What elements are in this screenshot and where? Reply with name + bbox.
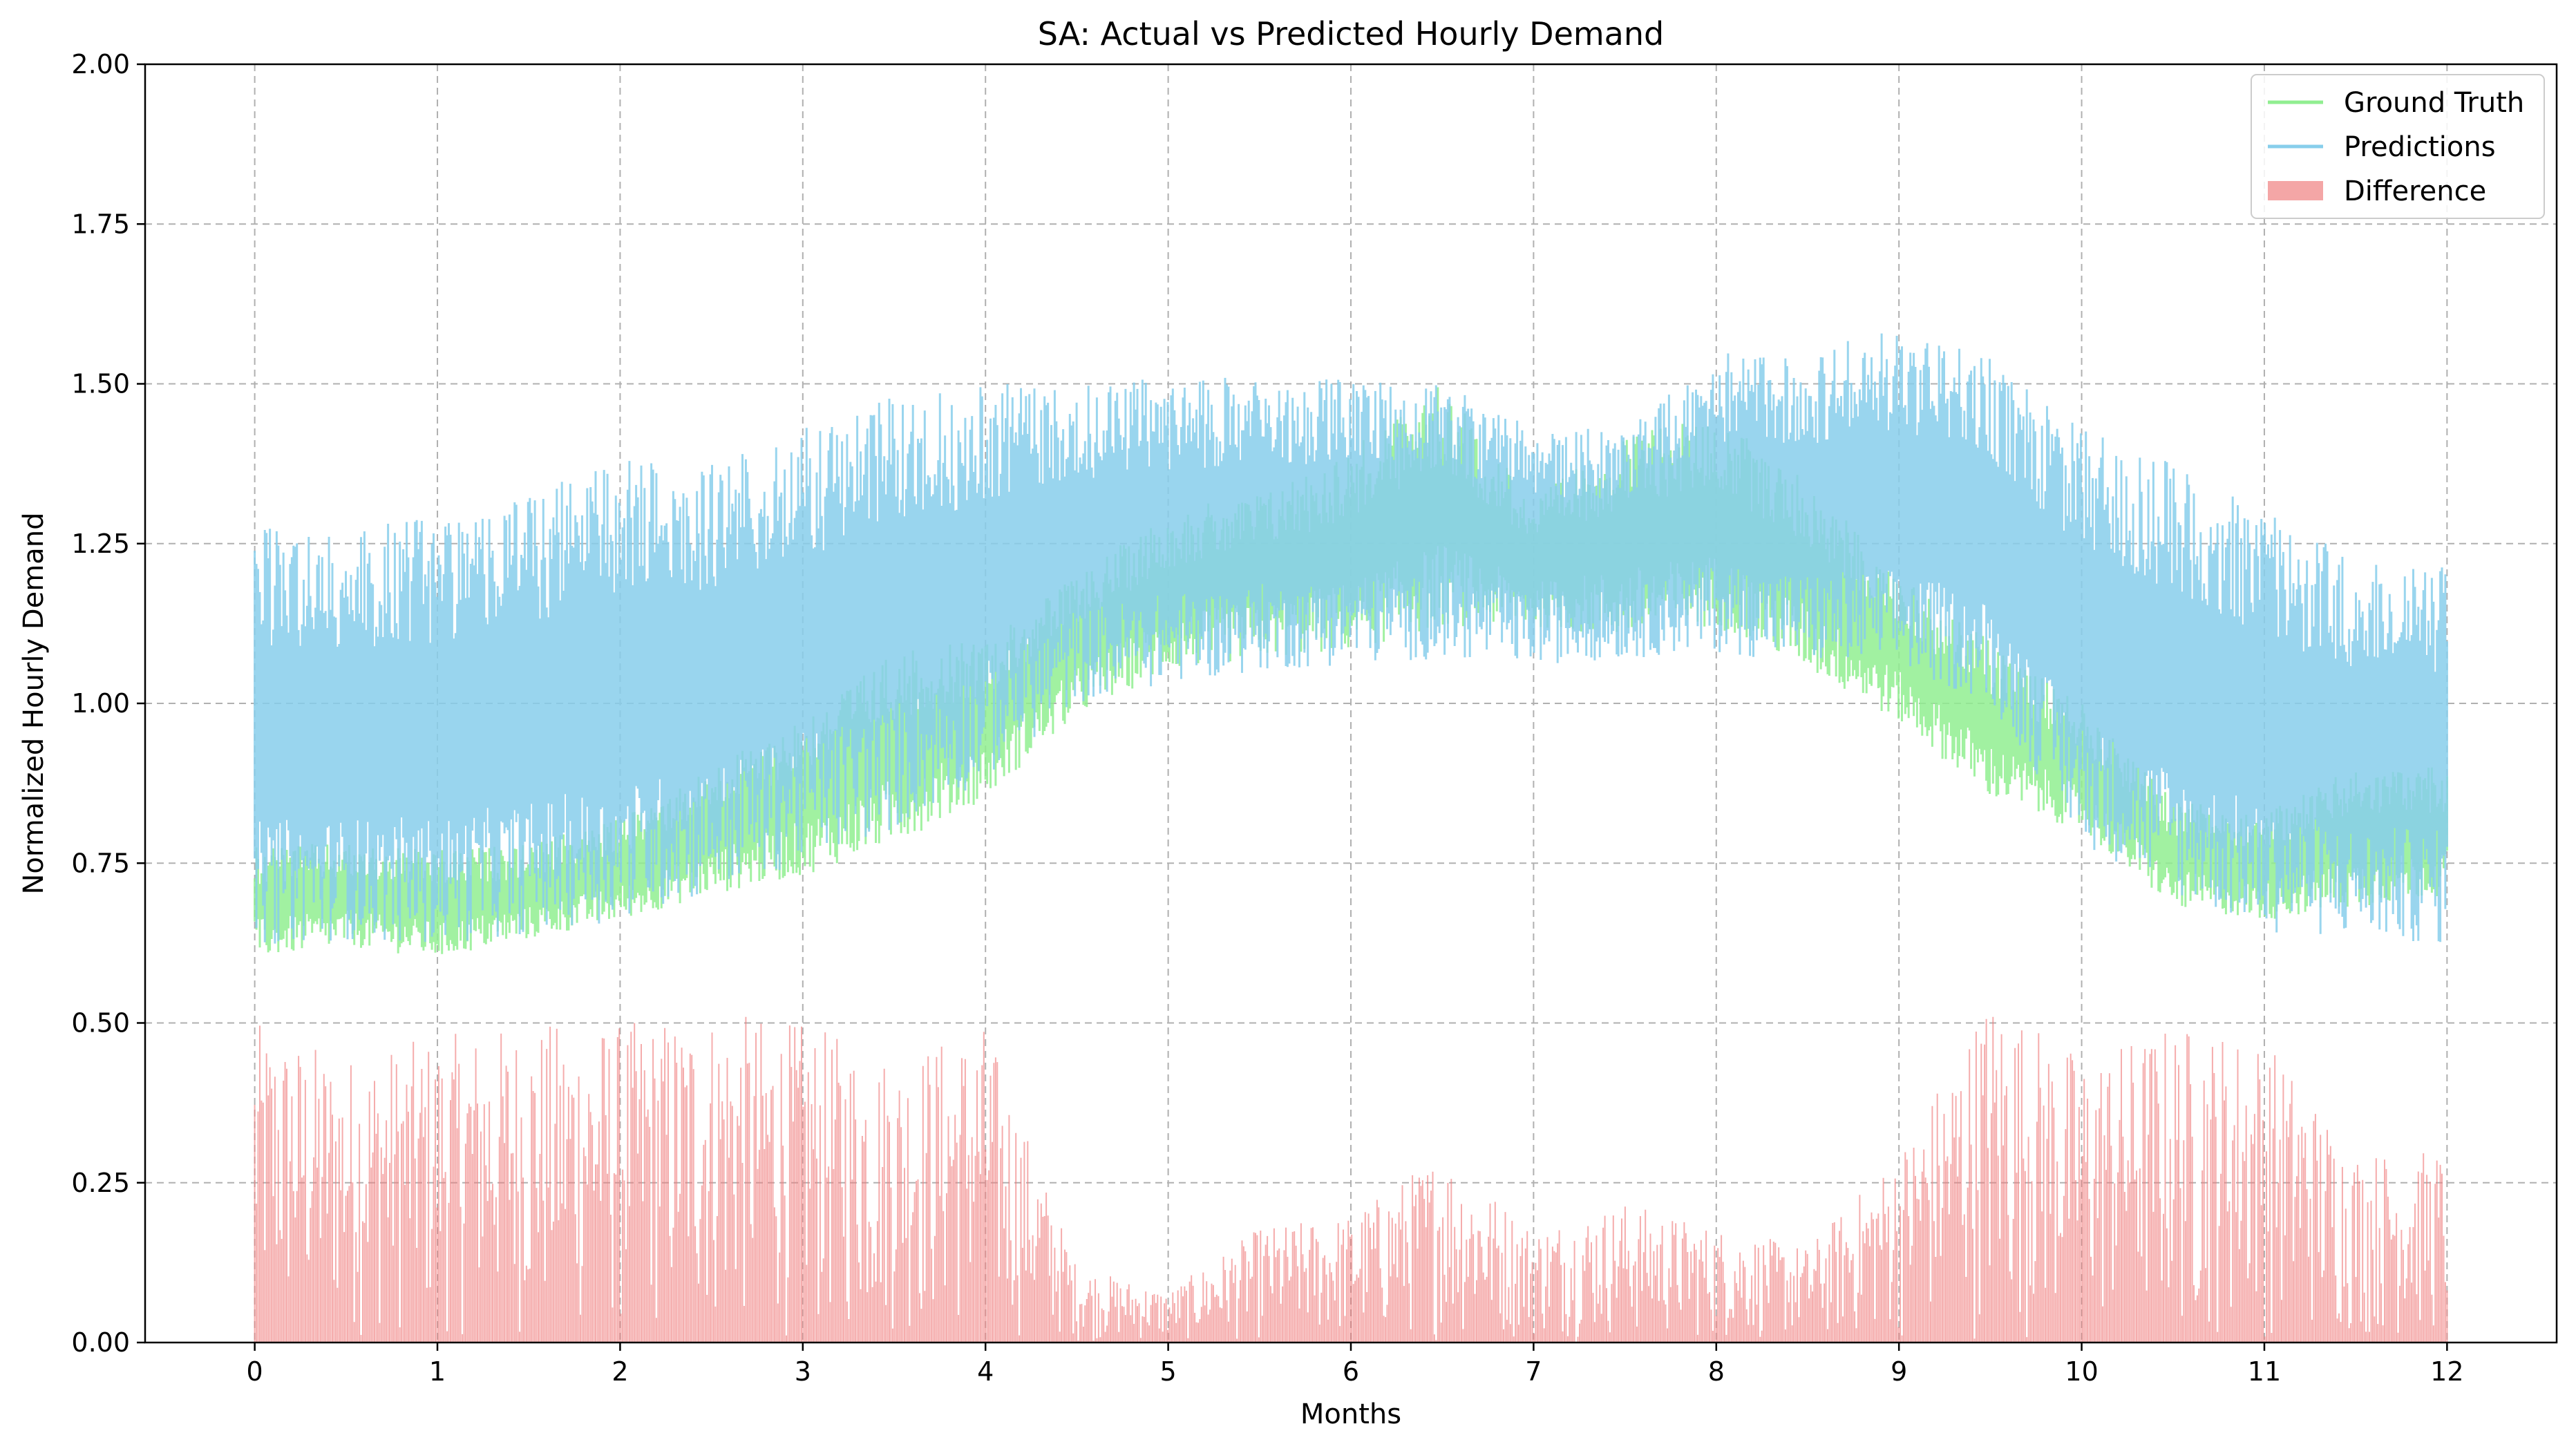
x-tick-label: 6: [1343, 1356, 1359, 1387]
x-axis-label: Months: [1300, 1398, 1401, 1430]
x-tick-label: 3: [795, 1356, 811, 1387]
legend-ground-truth-label: Ground Truth: [2344, 87, 2524, 119]
predictions-line: [254, 333, 2448, 944]
predictions-series: [254, 333, 2448, 944]
y-tick-label: 0.50: [71, 1008, 130, 1039]
y-tick-label: 1.00: [71, 688, 130, 719]
x-tick-label: 2: [612, 1356, 628, 1387]
x-tick-label: 7: [1525, 1356, 1542, 1387]
x-tick-label: 11: [2248, 1356, 2281, 1387]
x-tick-label: 1: [429, 1356, 446, 1387]
x-tick-label: 0: [247, 1356, 263, 1387]
difference-bars: [254, 1016, 2448, 1343]
y-tick-label: 0.75: [71, 848, 130, 878]
y-tick-label: 1.75: [71, 209, 130, 239]
y-axis-label: Normalized Hourly Demand: [18, 512, 50, 894]
x-tick-label: 12: [2430, 1356, 2463, 1387]
y-tick-label: 0.25: [71, 1168, 130, 1198]
legend-predictions-label: Predictions: [2344, 131, 2496, 163]
legend-difference-swatch: [2268, 181, 2323, 200]
x-tick-label: 4: [977, 1356, 994, 1387]
difference-series: [254, 1016, 2448, 1343]
x-tick-label: 10: [2065, 1356, 2098, 1387]
legend-box: [2251, 74, 2545, 219]
x-tick-label: 9: [1891, 1356, 1907, 1387]
y-tick-label: 2.00: [71, 49, 130, 79]
legend: Ground Truth Predictions Difference: [2251, 74, 2545, 219]
y-tick-label: 1.25: [71, 529, 130, 559]
y-tick-label: 1.50: [71, 369, 130, 399]
x-tick-label: 8: [1708, 1356, 1725, 1387]
chart-title: SA: Actual vs Predicted Hourly Demand: [1038, 15, 1664, 53]
x-tick-label: 5: [1160, 1356, 1177, 1387]
y-tick-label: 0.00: [71, 1327, 130, 1358]
y-axis-ticks: 0.00 0.25 0.50 0.75 1.00 1.25 1.50 1.75 2.00: [71, 49, 145, 1358]
x-axis-ticks: 0 1 2 3 4 5 6 7 8 9 10 11 12: [247, 1343, 2464, 1387]
legend-difference-label: Difference: [2344, 176, 2486, 207]
